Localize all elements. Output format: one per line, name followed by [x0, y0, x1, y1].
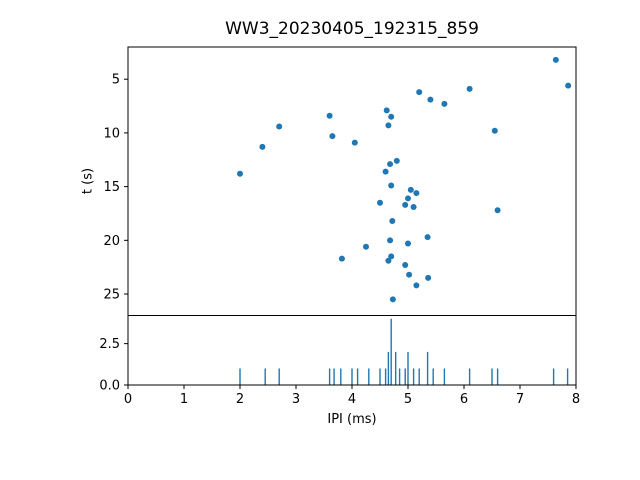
scatter-point [441, 100, 448, 107]
x-tick-label: 2 [236, 392, 244, 407]
scatter-point [565, 82, 572, 89]
scatter-point [424, 234, 431, 241]
scatter-point [402, 201, 409, 208]
scatter-point [427, 96, 434, 103]
scatter-point [389, 296, 396, 303]
x-tick-label: 8 [572, 392, 580, 407]
scatter-point [385, 257, 392, 264]
scatter-point [329, 133, 336, 140]
y-axis-label: t (s) [80, 167, 96, 195]
x-axis-label: IPI (ms) [327, 412, 377, 427]
scatter-point [413, 190, 420, 197]
scatter-point [382, 168, 389, 175]
scatter-point [363, 243, 369, 250]
x-tick-label: 0 [124, 392, 132, 407]
scatter-point [338, 255, 345, 262]
scatter-point [389, 217, 396, 224]
y-tick-label: 10 [103, 126, 120, 141]
scatter-point [402, 262, 409, 269]
y-tick-label: 20 [103, 234, 120, 249]
scatter-point [388, 182, 395, 189]
x-tick-label: 1 [180, 392, 188, 407]
scatter-point [326, 112, 333, 119]
scatter-point [237, 170, 243, 177]
scatter-point [351, 139, 358, 146]
scatter-point [494, 207, 501, 214]
scatter-point [416, 89, 423, 96]
y-tick-label: 15 [103, 180, 120, 195]
scatter-point [377, 199, 383, 206]
scatter-point [406, 271, 413, 278]
scatter-point [410, 204, 417, 211]
chart-title: WW3_20230405_192315_859 [225, 19, 479, 39]
scatter-point [552, 56, 559, 63]
scatter-point [259, 143, 266, 150]
scatter-point [405, 195, 411, 202]
scatter-point [387, 161, 394, 168]
x-tick-label: 7 [516, 392, 524, 407]
y-tick-label: 2.5 [99, 337, 120, 352]
scatter-point [383, 107, 390, 114]
x-tick-label: 4 [348, 392, 356, 407]
x-tick-label: 3 [292, 392, 300, 407]
scatter-point [388, 113, 395, 120]
scatter-point [466, 85, 473, 92]
scatter-point [405, 240, 411, 247]
x-tick-label: 6 [460, 392, 468, 407]
scatter-point [387, 237, 394, 244]
scatter-point [425, 274, 432, 281]
scatter-point [385, 122, 392, 129]
scatter-point [491, 127, 498, 134]
x-tick-label: 5 [404, 392, 412, 407]
y-tick-label: 5 [112, 73, 120, 88]
y-tick-label: 0.0 [99, 379, 120, 394]
scatter-point [393, 157, 400, 164]
scatter-point [413, 282, 420, 289]
scatter-point [276, 123, 283, 130]
y-tick-label: 25 [103, 288, 120, 303]
scatter-point [388, 253, 395, 260]
scatter-axes [127, 46, 577, 316]
scatter-point [407, 186, 414, 193]
